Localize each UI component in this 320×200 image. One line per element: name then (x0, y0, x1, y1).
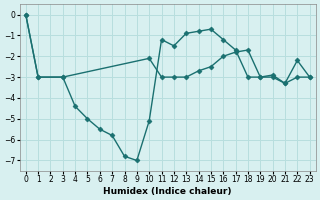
X-axis label: Humidex (Indice chaleur): Humidex (Indice chaleur) (103, 187, 232, 196)
